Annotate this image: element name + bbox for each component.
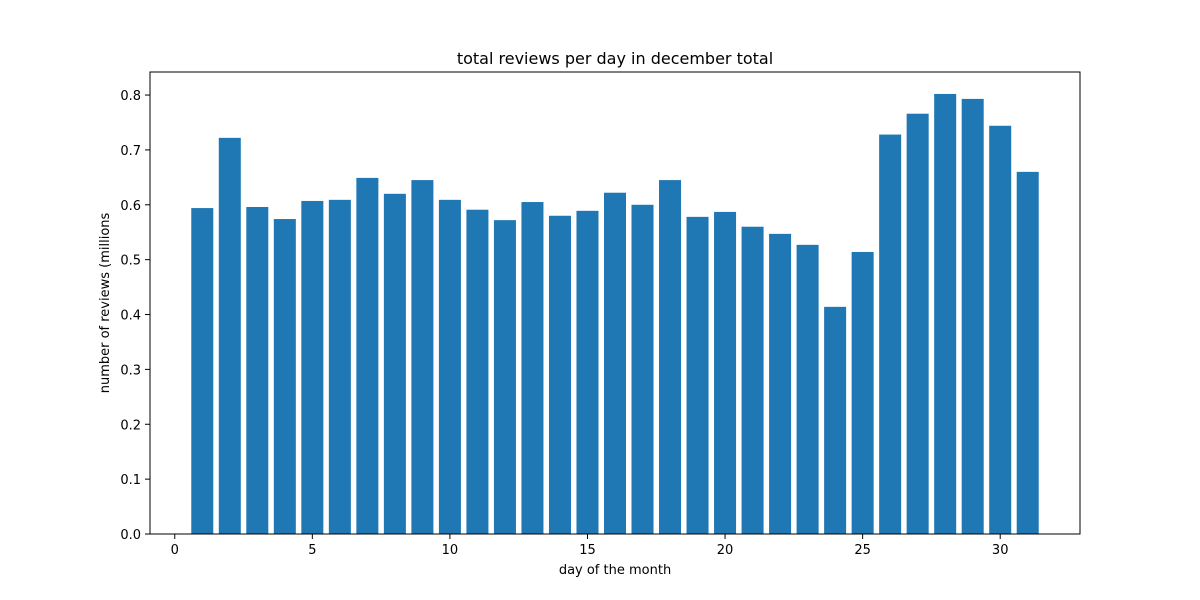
bars-group [191, 93, 1039, 535]
bar-day-28 [934, 93, 957, 534]
y-tick-label: 0.0 [120, 528, 141, 543]
y-axis: 0.0 0.1 0.2 0.3 0.4 0.5 0.6 0.7 0.8 [120, 89, 150, 543]
bar-day-22 [769, 233, 792, 534]
bar-day-8 [383, 193, 406, 534]
bar-day-23 [796, 244, 819, 534]
bar-day-31 [1016, 171, 1039, 534]
bar-day-7 [356, 177, 379, 534]
x-tick-label: 15 [579, 543, 596, 558]
bar-day-16 [603, 192, 627, 534]
bar-day-6 [328, 199, 351, 534]
bar-day-21 [741, 226, 764, 534]
bar-day-9 [411, 180, 434, 534]
bar-day-11 [466, 209, 489, 534]
bar-day-18 [659, 180, 682, 534]
bar-day-14 [548, 215, 571, 534]
x-tick-label: 5 [308, 543, 316, 558]
y-tick-label: 0.3 [120, 363, 141, 378]
bar-day-25 [851, 251, 874, 534]
y-tick-label: 0.5 [120, 254, 141, 269]
bar-day-27 [906, 113, 929, 534]
y-tick-label: 0.4 [120, 309, 141, 324]
bar-day-17 [631, 204, 654, 534]
bar-day-12 [493, 220, 516, 534]
bar-day-30 [989, 125, 1012, 534]
bar-day-20 [714, 211, 737, 534]
y-tick-label: 0.2 [120, 418, 141, 433]
y-axis-label: number of reviews (millions [98, 212, 113, 393]
chart-title: total reviews per day in december total [457, 49, 773, 68]
bar-day-24 [824, 306, 847, 534]
y-tick-label: 0.6 [120, 199, 141, 214]
bar-day-15 [576, 210, 599, 535]
bar-day-3 [246, 206, 269, 534]
bar-day-5 [301, 200, 324, 534]
x-axis: 0 5 10 15 20 25 30 [171, 534, 1009, 558]
x-tick-label: 10 [442, 543, 459, 558]
bar-day-2 [218, 137, 241, 534]
bar-day-13 [521, 202, 544, 534]
y-tick-label: 0.1 [120, 473, 141, 488]
x-tick-label: 25 [854, 543, 871, 558]
y-tick-label: 0.7 [120, 144, 141, 159]
x-tick-label: 20 [717, 543, 734, 558]
bar-day-1 [191, 208, 214, 535]
y-tick-label: 0.8 [120, 89, 141, 104]
plot-frame [149, 71, 1081, 535]
x-tick-label: 30 [992, 543, 1009, 558]
x-tick-label: 0 [171, 543, 179, 558]
bar-day-29 [961, 98, 984, 534]
bar-day-19 [686, 216, 709, 534]
x-axis-label: day of the month [559, 563, 671, 578]
bar-day-10 [438, 199, 461, 534]
bar-day-26 [879, 134, 902, 534]
bar-day-4 [273, 219, 296, 535]
